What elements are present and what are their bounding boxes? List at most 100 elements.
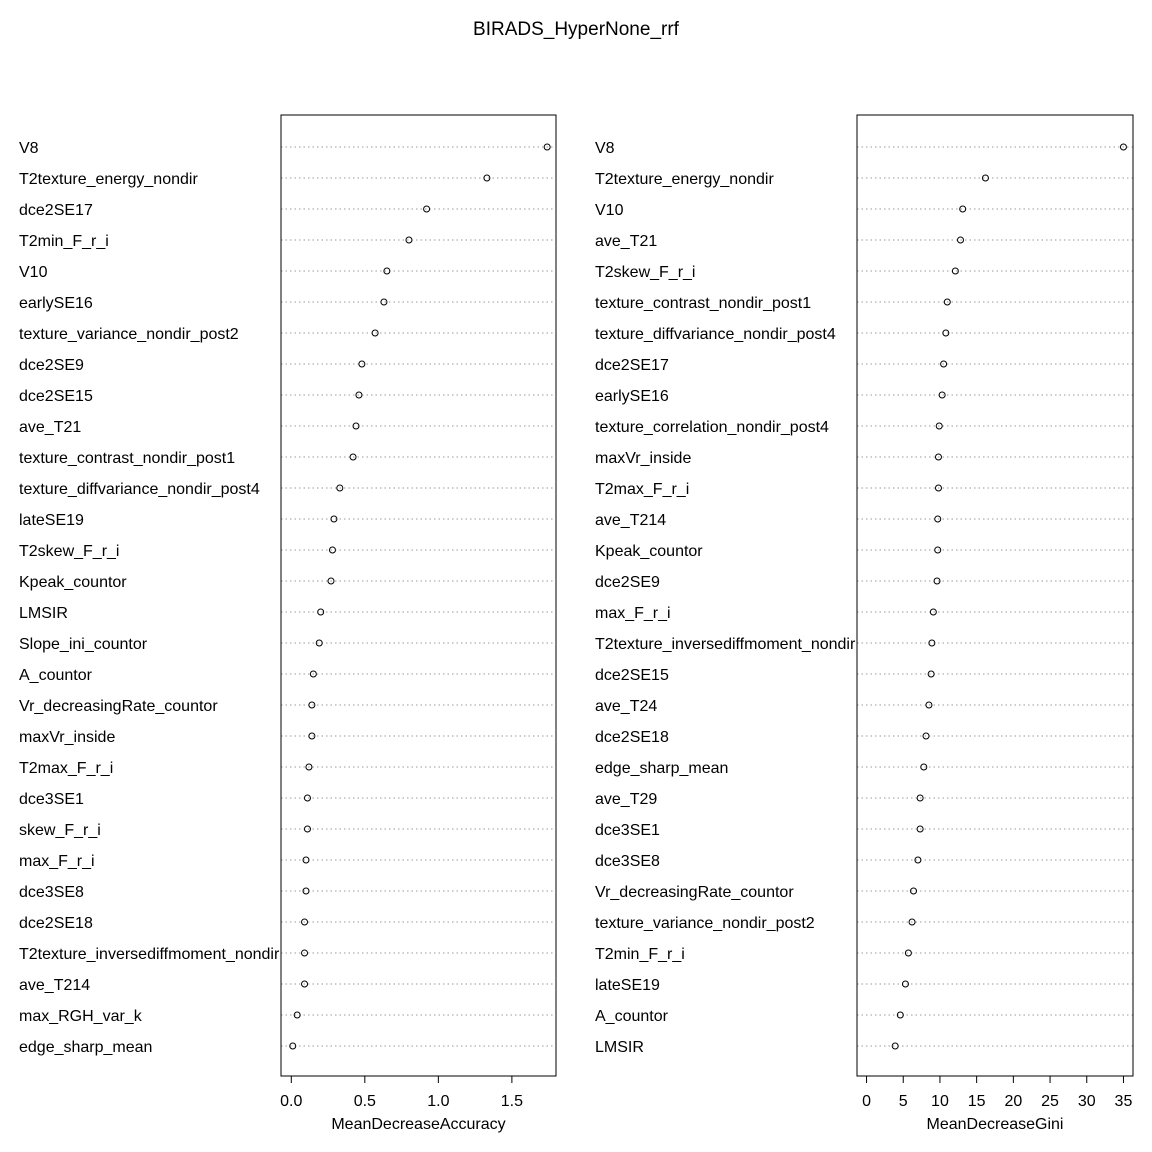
data-point <box>308 732 316 740</box>
x-tick-label: 30 <box>1078 1093 1096 1110</box>
x-axis-label: MeanDecreaseAccuracy <box>331 1116 505 1133</box>
data-point <box>303 825 311 833</box>
category-label: skew_F_r_i <box>19 822 101 839</box>
x-tick-label: 25 <box>1041 1093 1059 1110</box>
category-label: ave_T214 <box>19 977 90 994</box>
category-label: dce2SE15 <box>19 388 93 405</box>
data-point <box>423 205 431 213</box>
data-point <box>371 329 379 337</box>
data-point <box>904 949 912 957</box>
x-tick-label: 0.5 <box>354 1093 376 1110</box>
category-label: maxVr_inside <box>19 729 115 746</box>
category-label: T2min_F_r_i <box>595 946 685 963</box>
category-label: LMSIR <box>595 1039 644 1056</box>
x-tick-label: 20 <box>1004 1093 1022 1110</box>
panel-mean-decrease-gini: V8 T2texture_energy_nondir V10 ave_T21 T2ske… <box>595 114 1134 1133</box>
data-point <box>927 670 935 678</box>
x-axis-label: MeanDecreaseGini <box>927 1116 1064 1133</box>
category-label: V10 <box>19 264 48 281</box>
category-label: texture_diffvariance_nondir_post4 <box>19 481 260 498</box>
panel-mean-decrease-accuracy: V8 T2texture_energy_nondir dce2SE17 T2min_F… <box>19 114 557 1133</box>
data-point <box>951 267 959 275</box>
category-label: dce3SE8 <box>19 884 84 901</box>
data-point <box>916 794 924 802</box>
data-point <box>914 856 922 864</box>
category-label: dce2SE17 <box>19 202 93 219</box>
data-point <box>355 391 363 399</box>
data-point <box>934 484 942 492</box>
data-point <box>938 391 946 399</box>
data-point <box>293 1011 301 1019</box>
data-point <box>352 422 360 430</box>
category-label: texture_correlation_nondir_post4 <box>595 419 829 436</box>
category-label: ave_T214 <box>595 512 666 529</box>
data-point <box>328 546 336 554</box>
data-point <box>920 763 928 771</box>
data-point <box>910 887 918 895</box>
category-label: texture_contrast_nondir_post1 <box>595 295 811 312</box>
data-point <box>301 918 309 926</box>
category-label: edge_sharp_mean <box>595 760 728 777</box>
category-label: max_RGH_var_k <box>19 1008 143 1025</box>
category-label: dce2SE9 <box>595 574 660 591</box>
data-point <box>929 608 937 616</box>
category-label: max_F_r_i <box>595 605 671 622</box>
data-point <box>940 360 948 368</box>
category-label: dce3SE1 <box>595 822 660 839</box>
category-label: texture_variance_nondir_post2 <box>19 326 239 343</box>
category-label: texture_diffvariance_nondir_post4 <box>595 326 836 343</box>
category-label: T2skew_F_r_i <box>595 264 695 281</box>
data-point <box>380 298 388 306</box>
category-label: dce3SE8 <box>595 853 660 870</box>
category-label: texture_contrast_nondir_post1 <box>19 450 235 467</box>
category-label: T2texture_inversediffmoment_nondir <box>19 946 280 963</box>
data-point <box>317 608 325 616</box>
category-label: edge_sharp_mean <box>19 1039 152 1056</box>
category-label: earlySE16 <box>19 295 93 312</box>
category-label: texture_variance_nondir_post2 <box>595 915 815 932</box>
data-point <box>315 639 323 647</box>
category-label: lateSE19 <box>19 512 84 529</box>
category-label: Vr_decreasingRate_countor <box>19 698 218 715</box>
data-point <box>289 1042 297 1050</box>
x-tick-label: 1.5 <box>501 1093 523 1110</box>
category-label: ave_T21 <box>19 419 81 436</box>
x-tick-label: 0 <box>862 1093 871 1110</box>
category-label: T2max_F_r_i <box>19 760 113 777</box>
data-point <box>302 887 310 895</box>
data-point <box>405 236 413 244</box>
data-point <box>934 453 942 461</box>
category-label: max_F_r_i <box>19 853 95 870</box>
data-point <box>383 267 391 275</box>
data-point <box>901 980 909 988</box>
category-label: V10 <box>595 202 624 219</box>
data-point <box>349 453 357 461</box>
data-point <box>934 515 942 523</box>
category-label: LMSIR <box>19 605 68 622</box>
data-point <box>896 1011 904 1019</box>
category-label: A_countor <box>595 1008 669 1025</box>
data-point <box>925 701 933 709</box>
category-label: T2texture_inversediffmoment_nondir <box>595 636 856 653</box>
category-label: A_countor <box>19 667 93 684</box>
category-label: maxVr_inside <box>595 450 691 467</box>
category-label: lateSE19 <box>595 977 660 994</box>
data-point <box>358 360 366 368</box>
data-point <box>922 732 930 740</box>
data-point <box>302 856 310 864</box>
data-point <box>301 949 309 957</box>
data-point <box>891 1042 899 1050</box>
category-label: dce2SE18 <box>595 729 669 746</box>
data-point <box>303 794 311 802</box>
data-point <box>916 825 924 833</box>
data-point <box>543 143 551 151</box>
data-point <box>336 484 344 492</box>
x-tick-label: 35 <box>1115 1093 1133 1110</box>
category-label: V8 <box>595 140 615 157</box>
category-label: V8 <box>19 140 39 157</box>
category-label: T2max_F_r_i <box>595 481 689 498</box>
data-point <box>933 577 941 585</box>
data-point <box>309 670 317 678</box>
data-point <box>327 577 335 585</box>
